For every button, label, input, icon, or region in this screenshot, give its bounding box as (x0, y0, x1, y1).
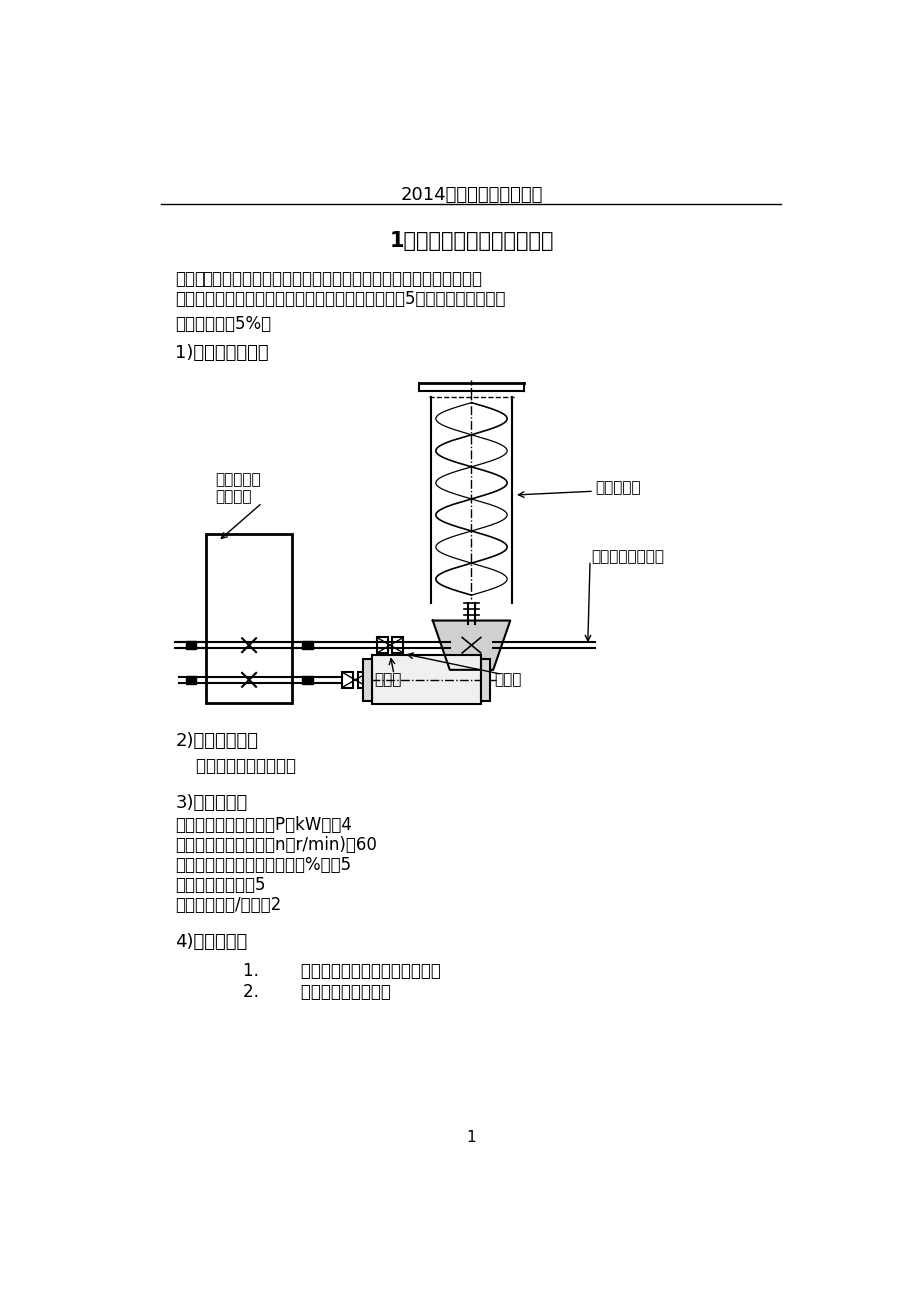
Text: 输送机工作转速的容许误差（%）：5: 输送机工作转速的容许误差（%）：5 (176, 855, 351, 874)
Text: 的容许误差为5%。: 的容许误差为5%。 (176, 315, 271, 333)
Text: 电动机: 电动机 (494, 672, 522, 687)
Bar (372, 655, 481, 704)
Bar (377, 638, 388, 652)
Text: 2014届机械设计课程设计: 2014届机械设计课程设计 (400, 186, 542, 203)
Bar (342, 672, 353, 687)
Bar (301, 676, 312, 684)
Bar (206, 534, 291, 703)
Bar (301, 642, 312, 648)
Text: 4)、设计内容: 4)、设计内容 (176, 932, 247, 950)
Text: 单级圆柱齿: 单级圆柱齿 (216, 473, 261, 487)
Bar (363, 659, 372, 700)
Bar (481, 659, 490, 700)
Text: 使用年限（年）：5: 使用年限（年）：5 (176, 876, 266, 893)
Text: 工作制度（班/日）：2: 工作制度（班/日）：2 (176, 896, 281, 914)
Bar (392, 638, 403, 652)
Bar (357, 672, 368, 687)
Text: 2.        斜齿轮传动设计计算: 2. 斜齿轮传动设计计算 (243, 983, 391, 1001)
Text: 单向运转，两班制工作。减速器小批生产，使用期限5年。输送机工作转速: 单向运转，两班制工作。减速器小批生产，使用期限5年。输送机工作转速 (176, 289, 505, 307)
Text: 输送机工作轴上的转速n（r/min)：60: 输送机工作轴上的转速n（r/min)：60 (176, 836, 377, 854)
Text: 1、机械设计课程设计任务书: 1、机械设计课程设计任务书 (389, 230, 553, 251)
Text: 联轴器: 联轴器 (374, 672, 402, 687)
Text: 题目：: 题目： (176, 271, 205, 289)
Text: 工作有轻振，单向运转: 工作有轻振，单向运转 (176, 756, 296, 775)
Text: 轮减速器: 轮减速器 (216, 490, 252, 504)
Text: 1)、总体布置简图: 1)、总体布置简图 (176, 344, 268, 362)
Bar (186, 642, 196, 648)
Text: 3)、原始数据: 3)、原始数据 (176, 794, 247, 812)
Text: 螺旋输送机: 螺旋输送机 (595, 480, 641, 495)
Text: 输送机工作轴上的功率P（kW）：4: 输送机工作轴上的功率P（kW）：4 (176, 815, 352, 833)
Text: 开式圆锥齿轮传动: 开式圆锥齿轮传动 (591, 549, 664, 564)
Bar (186, 676, 196, 684)
Text: 2)、工作情况：: 2)、工作情况： (176, 733, 258, 750)
Text: 1: 1 (466, 1130, 476, 1146)
Text: 1.        电动机的选择与运动参数计算；: 1. 电动机的选择与运动参数计算； (243, 962, 440, 980)
Text: 设计一用于螺旋输送机上的单级圆柱齿轮减速器。工作有轻振，: 设计一用于螺旋输送机上的单级圆柱齿轮减速器。工作有轻振， (201, 271, 482, 289)
Polygon shape (432, 621, 510, 669)
